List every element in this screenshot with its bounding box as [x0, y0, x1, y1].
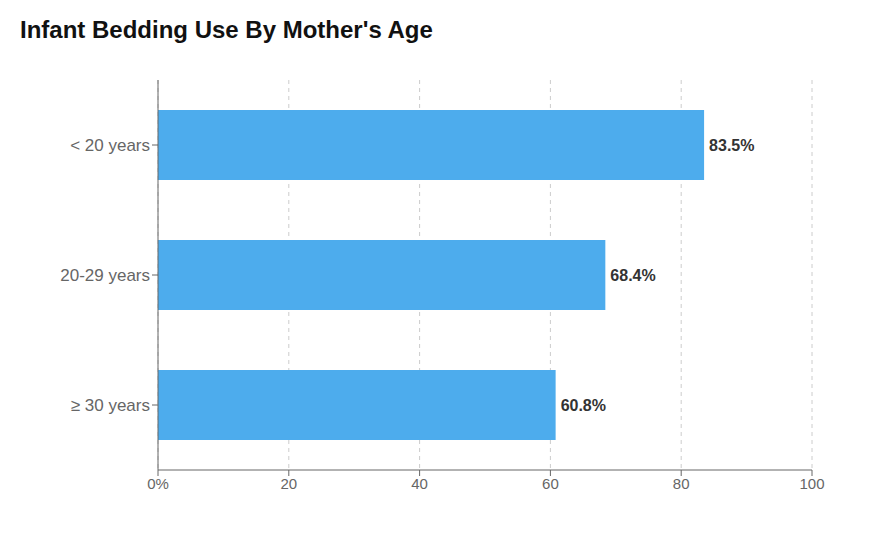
svg-text:20-29 years: 20-29 years	[60, 266, 150, 285]
svg-text:60.8%: 60.8%	[561, 397, 606, 414]
html-text:Infant Bedding Use By Mother's: Infant Bedding Use By Mother's Age	[20, 16, 433, 43]
svg-text:68.4%: 68.4%	[610, 267, 655, 284]
svg-text:60: 60	[542, 475, 559, 492]
svg-text:≥ 30 years: ≥ 30 years	[71, 396, 150, 415]
svg-text:83.5%: 83.5%	[709, 137, 754, 154]
svg-text:100: 100	[799, 475, 824, 492]
svg-text:20: 20	[280, 475, 297, 492]
svg-text:< 20 years: < 20 years	[70, 136, 150, 155]
svg-text:80: 80	[673, 475, 690, 492]
svg-text:0%: 0%	[147, 475, 169, 492]
svg-text:40: 40	[411, 475, 428, 492]
